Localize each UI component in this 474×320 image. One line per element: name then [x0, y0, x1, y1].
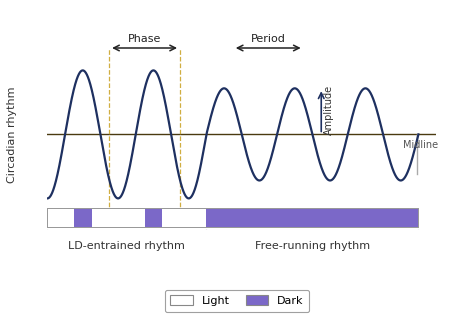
Text: Free-running rhythm: Free-running rhythm — [255, 241, 370, 251]
Bar — [74, 208, 91, 227]
Bar — [47, 208, 419, 227]
Text: Midline: Midline — [403, 140, 438, 149]
Bar — [47, 208, 419, 227]
Text: Phase: Phase — [128, 34, 161, 44]
Bar — [145, 208, 162, 227]
Legend: Light, Dark: Light, Dark — [165, 290, 309, 312]
Text: LD-entrained rhythm: LD-entrained rhythm — [68, 241, 185, 251]
Bar — [206, 208, 419, 227]
Text: Circadian rhythm: Circadian rhythm — [7, 86, 17, 183]
Text: Amplitude: Amplitude — [324, 85, 334, 135]
Text: Period: Period — [251, 34, 286, 44]
